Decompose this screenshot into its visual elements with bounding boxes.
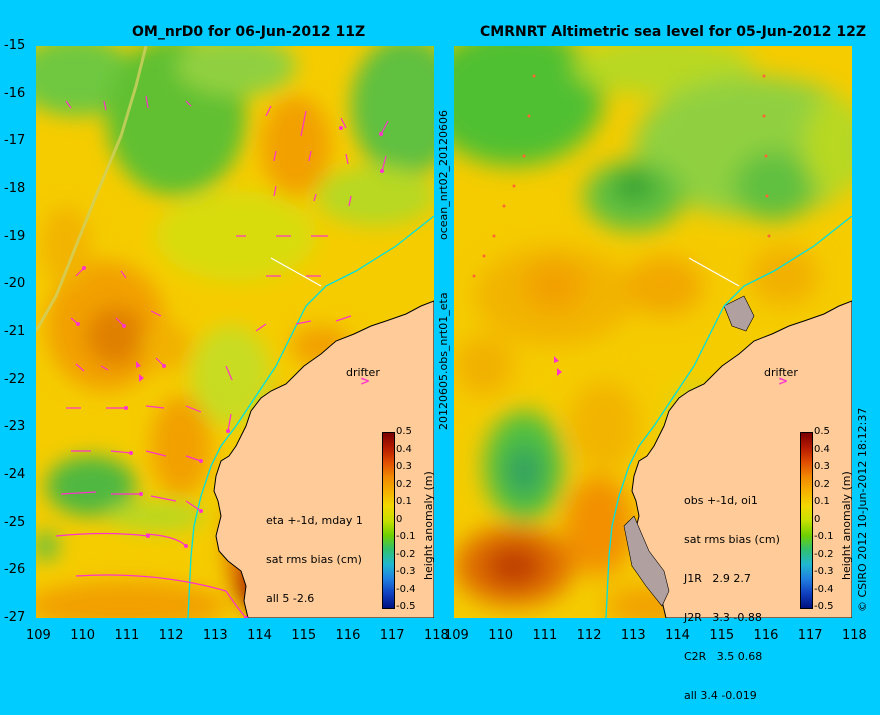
- middle-top-run-label: ocean_nrt02_20120606: [437, 109, 450, 240]
- left-colorbar-tick: -0.4: [396, 583, 416, 595]
- left-x-axis-tick: 112: [158, 628, 184, 643]
- left-colorbar-tick: 0.5: [396, 426, 412, 437]
- y-axis-tick: -26: [4, 562, 26, 578]
- right-stats-box: obs +-1d, oi1 sat rms bias (cm) J1R 2.9 …: [684, 468, 780, 715]
- y-axis-tick: -20: [4, 276, 26, 292]
- right-x-axis-tick: 109: [444, 628, 469, 643]
- right-stats-line-3: J1R 2.9 2.7: [684, 572, 751, 585]
- right-colorbar-tick: 0.3: [814, 461, 830, 472]
- y-axis-tick: -25: [4, 514, 26, 530]
- left-map-title: OM_nrD0 for 06-Jun-2012 11Z: [132, 24, 366, 40]
- left-x-axis-tick: 109: [26, 628, 51, 643]
- right-stats-line-1: obs +-1d, oi1: [684, 494, 758, 507]
- y-axis-tick: -21: [4, 324, 26, 339]
- y-axis-tick: -19: [4, 228, 26, 244]
- right-stats-line-5: C2R 3.5 0.68: [684, 650, 763, 663]
- right-x-axis-tick: 111: [532, 628, 558, 643]
- left-colorbar-tick: 0.4: [396, 443, 412, 455]
- y-axis-tick: -16: [4, 85, 26, 101]
- right-colorbar-tick: 0.1: [814, 496, 830, 507]
- right-x-axis-tick: 112: [576, 628, 602, 643]
- left-stats-box: eta +-1d, mday 1 sat rms bias (cm) all 5…: [266, 488, 363, 618]
- right-colorbar: [800, 432, 813, 609]
- left-colorbar-tick: 0: [396, 513, 403, 525]
- right-x-axis-tick: 110: [488, 628, 514, 643]
- left-stats-line-3: all 5 -2.6: [266, 592, 315, 605]
- left-map-panel: [36, 46, 434, 618]
- y-axis-tick: -17: [4, 133, 26, 149]
- left-colorbar-tick: -0.3: [396, 566, 416, 577]
- right-x-axis-tick: 116: [753, 628, 779, 643]
- right-colorbar-tick: 0.4: [814, 443, 830, 455]
- right-stats-line-2: sat rms bias (cm): [684, 533, 780, 546]
- left-x-axis-tick: 118: [424, 628, 449, 643]
- left-x-axis-tick: 110: [70, 628, 96, 643]
- left-colorbar-tick: 0.1: [396, 496, 412, 507]
- left-land-shape: [213, 300, 434, 618]
- left-x-axis-tick: 117: [379, 628, 405, 643]
- middle-run-label: 20120605.obs_nrt01_eta: [437, 292, 450, 430]
- left-x-axis-tick: 115: [291, 628, 317, 643]
- right-colorbar-tick: -0.2: [814, 548, 834, 560]
- left-x-axis-tick: 116: [335, 628, 361, 643]
- left-colorbar-tick: 0.3: [396, 461, 412, 472]
- right-colorbar-tick: -0.4: [814, 583, 834, 595]
- left-x-axis-tick: 113: [202, 628, 228, 643]
- left-cyan-track: [187, 215, 434, 618]
- y-axis-tick: -22: [4, 371, 26, 387]
- left-drifter-marker: >: [360, 374, 371, 388]
- right-colorbar-tick: 0.2: [814, 478, 830, 490]
- y-axis-tick: -18: [4, 181, 26, 196]
- left-colorbar-tick: 0.2: [396, 478, 412, 490]
- y-axis-tick: -15: [4, 38, 26, 53]
- right-map-title: CMRNRT Altimetric sea level for 05-Jun-2…: [480, 24, 866, 40]
- right-colorbar-tick: -0.3: [814, 566, 834, 577]
- left-drifter-label: drifter: [346, 366, 380, 379]
- left-colorbar-tick: -0.2: [396, 548, 416, 560]
- right-drifter-marker: >: [778, 374, 789, 388]
- copyright-label: © CSIRO 2012 10-Jun-2012 18:12:37: [856, 407, 869, 612]
- right-x-axis-tick: 114: [665, 628, 690, 643]
- y-axis-tick: -23: [4, 419, 26, 435]
- right-stats-line-4: J2R 3.3 -0.88: [684, 611, 762, 624]
- left-stats-line-2: sat rms bias (cm): [266, 553, 362, 566]
- right-x-axis-tick: 117: [797, 628, 823, 643]
- right-map-canvas: [454, 46, 852, 618]
- left-colorbar-title: height anomaly (m): [422, 471, 435, 580]
- y-axis-tick: -24: [4, 467, 26, 482]
- right-drifter-label: drifter: [764, 366, 798, 379]
- right-map-panel: [454, 46, 852, 618]
- right-colorbar-tick: 0.5: [814, 426, 830, 437]
- left-x-axis-tick: 111: [114, 628, 140, 643]
- right-x-axis-tick: 115: [709, 628, 735, 643]
- right-stats-line-6: all 3.4 -0.019: [684, 689, 757, 702]
- right-x-axis-tick: 118: [842, 628, 867, 643]
- right-cyan-track: [605, 215, 852, 618]
- left-stats-line-1: eta +-1d, mday 1: [266, 514, 363, 527]
- right-colorbar-tick: 0: [814, 513, 821, 525]
- left-map-canvas: [36, 46, 434, 618]
- left-colorbar-tick: -0.1: [396, 531, 416, 542]
- left-colorbar-tick: -0.5: [396, 601, 416, 612]
- left-x-axis-tick: 114: [247, 628, 272, 643]
- right-colorbar-tick: -0.5: [814, 601, 834, 612]
- y-axis-tick: -27: [4, 610, 26, 625]
- right-colorbar-title: height anomaly (m): [840, 471, 853, 580]
- left-colorbar: [382, 432, 395, 609]
- right-colorbar-tick: -0.1: [814, 531, 834, 542]
- right-x-axis-tick: 113: [620, 628, 646, 643]
